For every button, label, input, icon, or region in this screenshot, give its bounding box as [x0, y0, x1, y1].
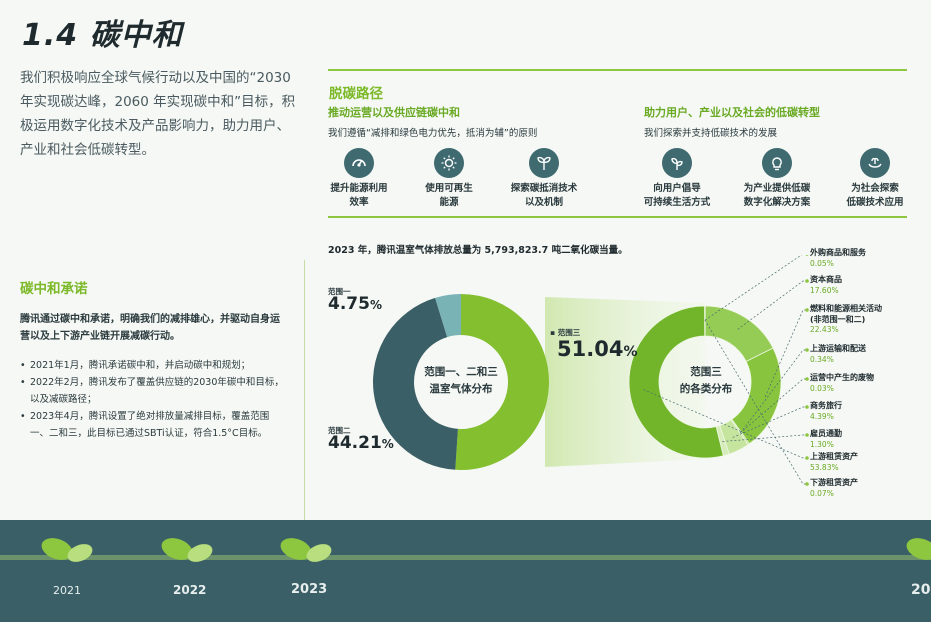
category-name: 商务旅行 — [810, 401, 842, 410]
leaf-icon — [280, 538, 332, 562]
icon-label: 探索碳抵消技术 以及机制 — [510, 183, 578, 208]
pledge-item: 2022年2月，腾讯发布了覆盖供应链的2030年碳中和目标，以及减碳路径； — [20, 374, 288, 408]
category-name: 资本商品 — [810, 275, 842, 284]
category-value: 0.05% — [810, 258, 834, 268]
donut1-center-label: 范围一、二和三 温室气体分布 — [424, 366, 498, 395]
scope1-value: 4.75% — [328, 294, 382, 314]
category-label: 运营中产生的废物 0.03% — [810, 373, 874, 394]
scope2-name: 范围二 — [328, 426, 351, 435]
leader-line — [732, 406, 807, 438]
donut2-center-label: 范围三 的各类分布 — [679, 366, 733, 395]
category-name: 运营中产生的废物 — [810, 373, 874, 382]
leaf-icon — [906, 538, 931, 560]
bottom-rule — [328, 216, 907, 218]
icon-label: 提升能源利用 效率 — [330, 183, 388, 208]
category-label: 上游租赁资产 53.83% — [810, 452, 858, 473]
category-name: 上游运输和配送 — [810, 344, 866, 353]
icon-label: 使用可再生 能源 — [425, 183, 473, 208]
category-value: 1.30% — [810, 439, 834, 449]
category-value: 0.07% — [810, 488, 834, 498]
leaf-icon — [161, 538, 213, 562]
left-heading: 推动运营以及供应链碳中和 — [328, 106, 460, 119]
category-name: 雇员通勤 — [810, 429, 842, 438]
lightbulb-icon — [762, 148, 792, 178]
category-name: (非范围一和二) — [810, 314, 866, 324]
leader-dot — [805, 456, 809, 460]
category-value: 22.43% — [810, 325, 839, 334]
plant-icon — [662, 148, 692, 178]
icon-label: 为产业提供低碳 数字化解决方案 — [743, 183, 811, 208]
icon-label: 为社会探索 低碳技术应用 — [846, 183, 904, 208]
scope1-name: 范围一 — [328, 287, 351, 296]
page-title: 1.4 碳中和 — [22, 18, 183, 53]
pledge-item: 2021年1月，腾讯承诺碳中和，并启动碳中和规划； — [20, 357, 288, 374]
donut-slice — [372, 297, 458, 470]
category-value: 0.34% — [810, 354, 834, 364]
timeline: 2021 2022 2023 20 — [0, 520, 931, 622]
category-label: 燃料和能源相关活动 (非范围一和二) 22.43% — [810, 304, 882, 336]
category-name: 上游租赁资产 — [810, 452, 858, 461]
leader-dot — [805, 279, 809, 283]
year-label: 20 — [911, 582, 931, 598]
left-desc: 我们遵循“减排和绿色电力优先，抵消为辅”的原则 — [328, 128, 538, 139]
sun-icon — [434, 148, 464, 178]
emissions-total: 2023 年，腾讯温室气体排放总量为 5,793,823.7 吨二氧化碳当量。 — [328, 245, 628, 256]
category-value: 53.83% — [810, 462, 839, 472]
category-label: 外购商品和服务 0.05% — [810, 248, 866, 269]
category-name: 燃料和能源相关活动 — [810, 304, 882, 313]
category-value: 17.60% — [810, 285, 839, 295]
top-rule — [328, 69, 907, 71]
leader-dot — [805, 377, 809, 381]
intro-text: 我们积极响应全球气候行动以及中国的“2030年实现碳达峰，2060 年实现碳中和… — [20, 70, 296, 158]
leaf-icon — [41, 538, 93, 562]
hands-plant-icon — [860, 148, 890, 178]
column-divider — [304, 260, 305, 520]
sprout-icon — [529, 148, 559, 178]
category-value: 4.39% — [810, 411, 834, 421]
leader-dot — [805, 405, 809, 409]
category-label: 资本商品 17.60% — [810, 275, 842, 296]
leader-dot — [805, 348, 809, 352]
pledge-body: 腾讯通过碳中和承诺，明确我们的减排雄心，并驱动自身运营以及上下游产业链开展减碳行… — [20, 314, 280, 342]
category-value: 0.03% — [810, 383, 834, 393]
pledge-title: 碳中和承诺 — [20, 281, 88, 297]
donut-slice — [435, 294, 461, 338]
right-desc: 我们探索并支持低碳技术的发展 — [644, 128, 778, 139]
category-label: 上游运输和配送 0.34% — [810, 344, 866, 365]
donut-slice — [455, 294, 549, 470]
pledge-list: 2021年1月，腾讯承诺碳中和，并启动碳中和规划； 2022年2月，腾讯发布了覆… — [20, 357, 288, 442]
year-label: 2023 — [291, 582, 328, 597]
leader-dot — [805, 433, 809, 437]
year-label: 2021 — [53, 584, 81, 597]
category-name: 下游租赁资产 — [810, 478, 858, 487]
category-label: 下游租赁资产 0.07% — [810, 478, 858, 499]
scope3-value: 51.04% — [557, 337, 638, 361]
pledge-item: 2023年4月，腾讯设置了绝对排放量减排目标，覆盖范围一、二和三，此目标已通过S… — [20, 408, 288, 442]
path-title: 脱碳路径 — [329, 86, 383, 102]
category-label: 雇员通勤 1.30% — [810, 429, 842, 450]
icon-label: 向用户倡导 可持续生活方式 — [643, 183, 711, 208]
scope2-value: 44.21% — [328, 433, 394, 453]
gauge-icon — [344, 148, 374, 178]
leader-line — [722, 434, 807, 442]
leader-dot — [805, 255, 809, 256]
category-name: 外购商品和服务 — [810, 248, 866, 257]
leader-dot — [805, 482, 809, 486]
category-label: 商务旅行 4.39% — [810, 401, 842, 422]
scope3-name: ▪ 范围三 — [550, 328, 581, 337]
donut-slice — [628, 305, 724, 459]
leader-line — [737, 280, 807, 330]
year-label: 2022 — [173, 583, 207, 597]
right-heading: 助力用户、产业以及社会的低碳转型 — [644, 106, 820, 119]
emissions-chart — [372, 255, 809, 486]
leader-dot — [805, 308, 809, 312]
